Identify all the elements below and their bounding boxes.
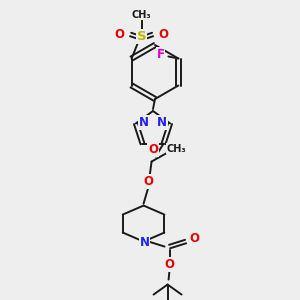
- Text: S: S: [137, 30, 146, 43]
- Text: CH₃: CH₃: [132, 10, 152, 20]
- Text: N: N: [140, 236, 150, 249]
- Text: O: O: [159, 28, 169, 41]
- Text: O: O: [144, 175, 154, 188]
- Text: O: O: [165, 258, 175, 271]
- Text: O: O: [190, 232, 200, 245]
- Text: O: O: [115, 28, 124, 41]
- Text: N: N: [139, 116, 149, 129]
- Text: F: F: [156, 48, 164, 61]
- Text: N: N: [157, 116, 167, 129]
- Text: CH₃: CH₃: [167, 144, 186, 154]
- Text: O: O: [148, 143, 158, 156]
